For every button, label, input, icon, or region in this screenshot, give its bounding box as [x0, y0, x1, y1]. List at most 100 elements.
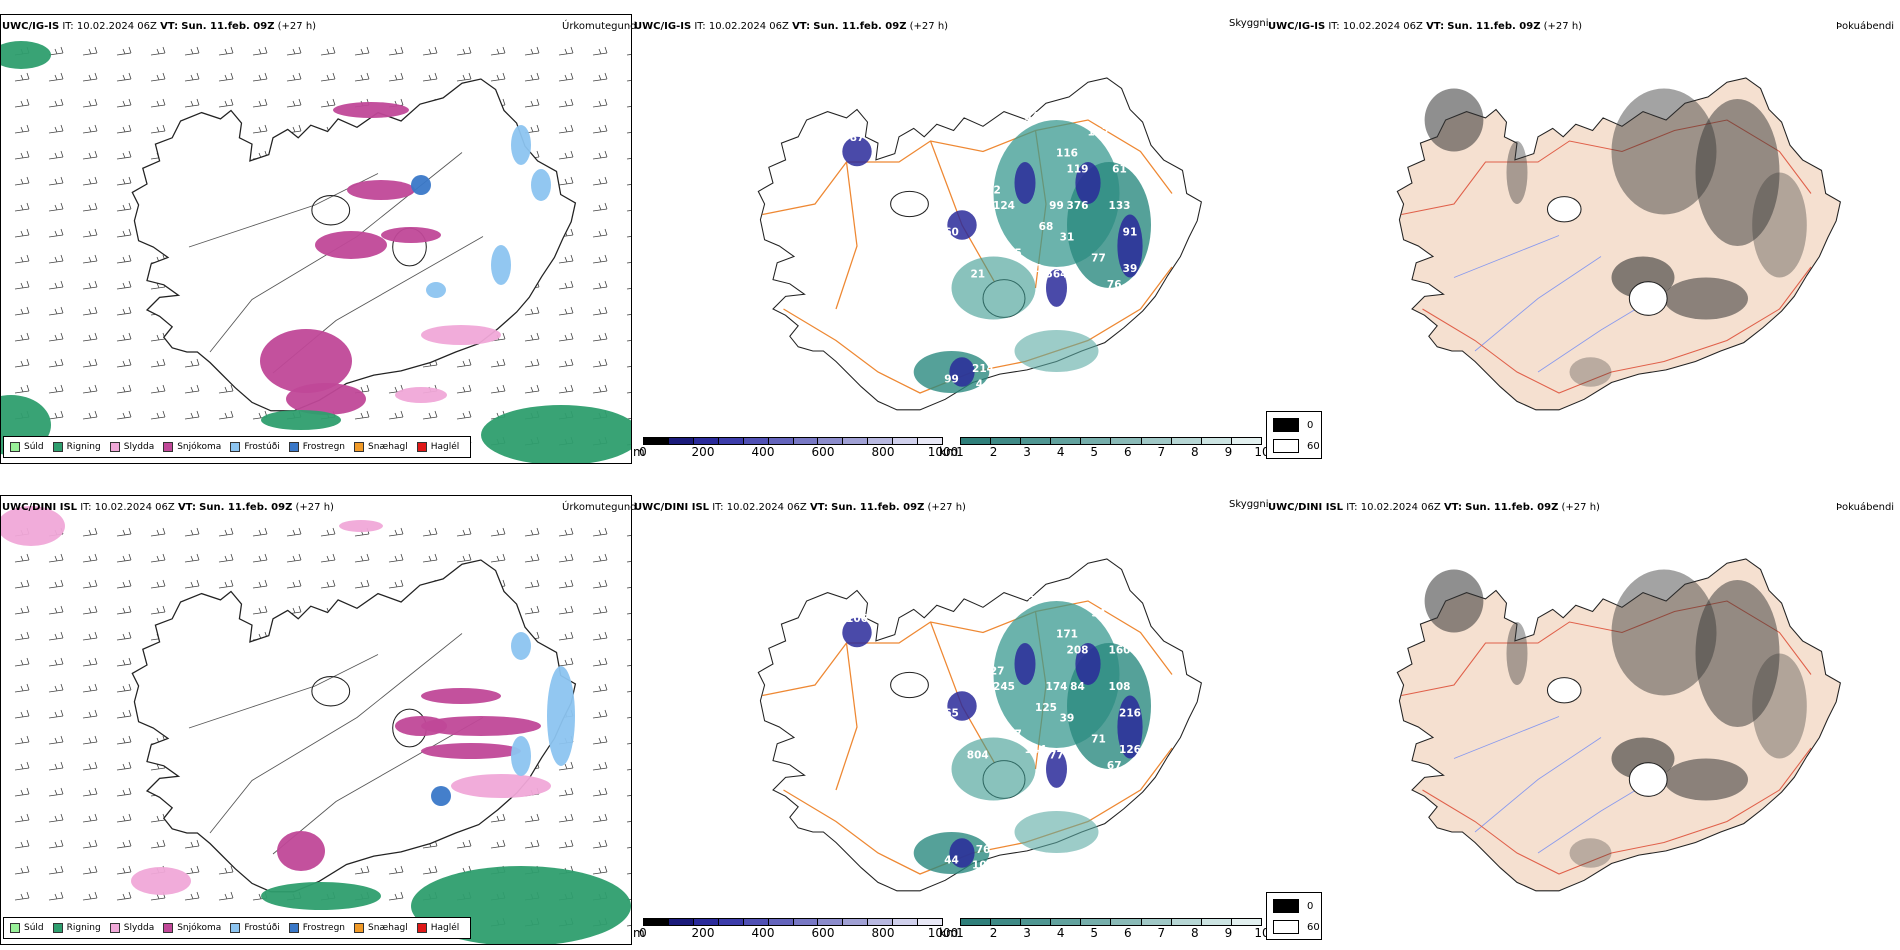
- legend-swatch: [416, 923, 427, 933]
- visibility-value-label: 105: [972, 860, 994, 872]
- wind-barb: [592, 735, 608, 745]
- wind-barb: [48, 202, 64, 212]
- wind-barb: [116, 280, 132, 290]
- wind-barb: [116, 176, 132, 186]
- legend-label: Súld: [24, 442, 44, 452]
- wind-barb: [150, 553, 166, 563]
- wind-barb: [524, 46, 540, 56]
- wind-barb: [218, 98, 234, 108]
- wind-barb: [82, 124, 98, 134]
- wind-barb: [558, 657, 574, 667]
- colorbar-tick: 5: [1090, 926, 1099, 940]
- precip-type-panel-ig-is: Súld Rigning Slydda Snjókoma Frostúði Frostre…: [0, 14, 632, 464]
- fog-map-dini: [1396, 558, 1841, 892]
- wind-barb: [558, 124, 574, 134]
- colorbar-tick: 800: [871, 445, 895, 459]
- visibility-value-label: 99: [1049, 200, 1064, 212]
- legend-label: Haglél: [430, 923, 460, 933]
- wind-barb: [252, 553, 268, 563]
- colorbar-tick: 8: [1191, 445, 1199, 459]
- wind-barb: [252, 46, 268, 56]
- low-visibility-area: [1075, 162, 1101, 204]
- wind-barb: [626, 847, 631, 849]
- fog-map-ig-is: [1396, 77, 1841, 411]
- visibility-value-label: 71: [1028, 263, 1043, 275]
- precip-area: [347, 180, 415, 200]
- precip-area: [421, 716, 541, 736]
- wind-barb: [558, 306, 574, 316]
- wind-barb: [218, 384, 234, 394]
- wind-barb: [48, 891, 64, 901]
- low-visibility-area: [949, 838, 975, 868]
- wind-barb: [82, 553, 98, 563]
- vt-value: Sun. 11.feb. 09Z: [831, 502, 925, 513]
- colorbar-tick: 7: [1157, 926, 1166, 940]
- wind-barb: [524, 527, 540, 537]
- precip-area: [421, 325, 501, 345]
- vt-label: VT:: [1426, 21, 1445, 32]
- wind-barb: [184, 839, 200, 849]
- wind-barb: [388, 865, 404, 875]
- wind-barb: [48, 579, 64, 589]
- wind-barb: [14, 865, 30, 875]
- wind-barb: [184, 527, 200, 537]
- wind-barb: [592, 579, 608, 589]
- wind-barb: [116, 605, 132, 615]
- wind-barb: [150, 527, 166, 537]
- precip-area: [261, 882, 381, 910]
- wind-barb: [320, 527, 336, 537]
- wind-barb: [388, 891, 404, 901]
- wind-barb: [592, 384, 608, 394]
- wind-barb: [524, 384, 540, 394]
- colorbar-cell: [1021, 919, 1052, 925]
- wind-barb: [422, 553, 438, 563]
- it-label: IT:: [1328, 21, 1340, 32]
- wind-barb: [82, 384, 98, 394]
- wind-barb: [14, 124, 30, 134]
- wind-barb: [626, 613, 631, 615]
- wind-barb: [150, 98, 166, 108]
- wind-barb: [48, 735, 64, 745]
- visibility-value-label: 44: [944, 855, 959, 867]
- wind-barb: [558, 280, 574, 290]
- wind-barb: [82, 254, 98, 264]
- legend-label: Snæhagl: [368, 923, 408, 933]
- wind-barb: [116, 787, 132, 797]
- wind-barb: [82, 631, 98, 641]
- legend-label: Haglél: [430, 442, 460, 452]
- wind-barb: [82, 579, 98, 589]
- colorbar-cell: [818, 438, 844, 444]
- wind-barb: [150, 72, 166, 82]
- wind-barb: [422, 527, 438, 537]
- visibility-value-label: 39: [1123, 263, 1138, 275]
- wind-barb: [490, 46, 506, 56]
- precip-type-map-ig-is: [1, 41, 631, 463]
- vt-value: Sun. 11.feb. 09Z: [1465, 502, 1559, 513]
- precip-area: [1, 506, 65, 546]
- wind-barb: [592, 332, 608, 342]
- wind-barb: [150, 410, 166, 420]
- low-visibility-areas: [842, 136, 1143, 387]
- wind-barb: [626, 132, 631, 134]
- wind-barb: [48, 657, 64, 667]
- legend-swatch: [10, 923, 20, 933]
- colorbar-cell: [644, 919, 669, 925]
- wind-barb: [150, 579, 166, 589]
- wind-barb: [48, 358, 64, 368]
- low-visibility-area: [1046, 269, 1067, 307]
- lead-time: (+27 h): [909, 21, 949, 32]
- visibility-value-label: 47: [1028, 792, 1043, 804]
- wind-barb: [116, 306, 132, 316]
- wind-barb: [626, 262, 631, 264]
- wind-barb: [116, 254, 132, 264]
- panel-header: UWC/DINI ISL IT: 10.02.2024 06Z VT: Sun.…: [2, 502, 334, 514]
- legend-label: Slydda: [123, 442, 155, 452]
- wind-barb: [558, 605, 574, 615]
- colorbar-cell: [991, 438, 1022, 444]
- cloud-key-light: [1273, 439, 1299, 453]
- height-colorbar: 0 200 400 600 800 1000: [639, 918, 958, 940]
- wind-barb: [82, 72, 98, 82]
- wind-barb: [320, 579, 336, 589]
- wind-barb: [354, 410, 370, 420]
- legend-swatch: [109, 923, 120, 933]
